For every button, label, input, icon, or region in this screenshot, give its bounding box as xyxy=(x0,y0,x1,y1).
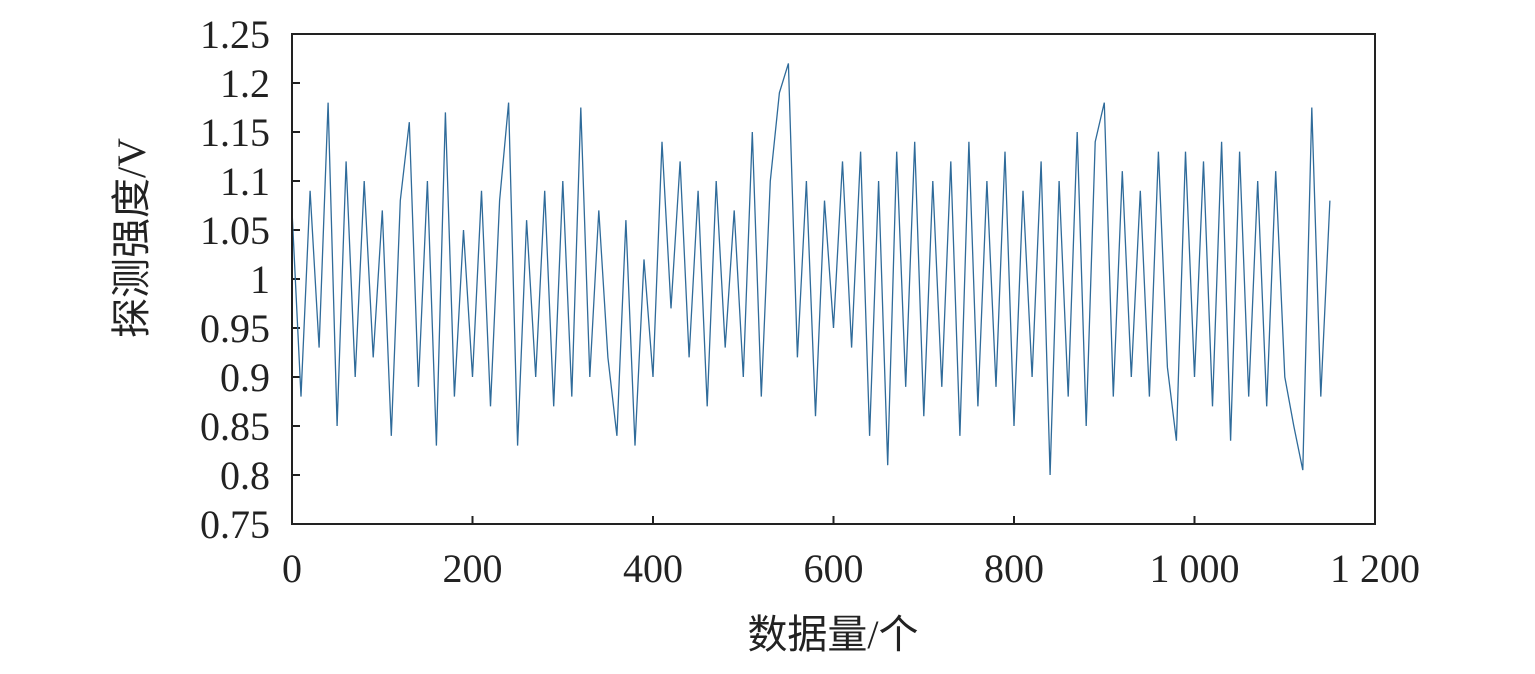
x-tick-label: 800 xyxy=(984,546,1044,591)
x-tick-label: 0 xyxy=(282,546,302,591)
y-tick-label: 1.15 xyxy=(200,110,270,155)
y-tick-label: 1.2 xyxy=(220,61,270,106)
y-tick-label: 0.75 xyxy=(200,502,270,547)
y-tick-label: 0.85 xyxy=(200,404,270,449)
y-axis-label: 探测强度/V xyxy=(109,138,154,338)
y-tick-label: 1.1 xyxy=(220,159,270,204)
x-axis-label: 数据量/个 xyxy=(747,612,918,657)
y-tick-label: 1.05 xyxy=(200,208,270,253)
x-tick-label: 600 xyxy=(804,546,864,591)
x-tick-label: 1 000 xyxy=(1150,546,1240,591)
y-tick-label: 1 xyxy=(250,257,270,302)
plot-frame xyxy=(291,33,1376,525)
y-tick-label: 0.9 xyxy=(220,355,270,400)
x-tick-label: 200 xyxy=(443,546,503,591)
x-tick-label: 1 200 xyxy=(1330,546,1420,591)
y-tick-label: 0.8 xyxy=(220,453,270,498)
x-tick-label: 400 xyxy=(623,546,683,591)
data-line xyxy=(291,63,1331,476)
y-tick-label: 1.25 xyxy=(200,12,270,57)
y-tick-label: 0.95 xyxy=(200,306,270,351)
